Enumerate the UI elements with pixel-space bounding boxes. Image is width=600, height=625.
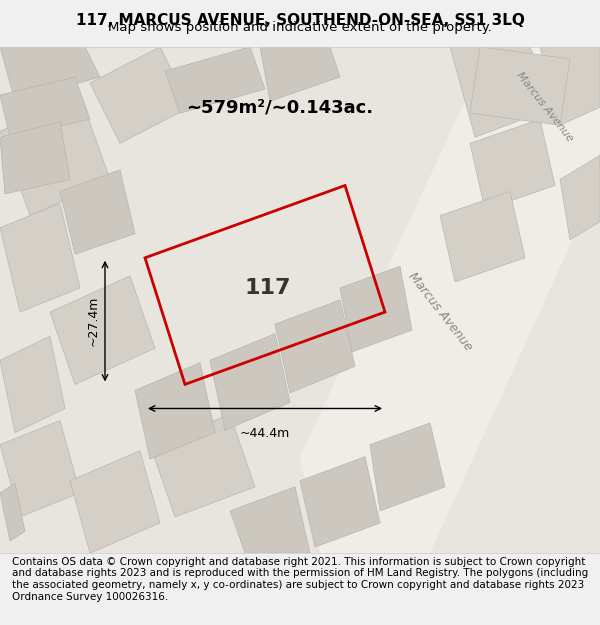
Polygon shape [440, 191, 525, 282]
Polygon shape [340, 266, 412, 352]
Polygon shape [0, 77, 90, 138]
Polygon shape [0, 122, 70, 194]
Text: Map shows position and indicative extent of the property.: Map shows position and indicative extent… [108, 21, 492, 34]
Polygon shape [0, 336, 65, 432]
Text: Contains OS data © Crown copyright and database right 2021. This information is : Contains OS data © Crown copyright and d… [12, 557, 588, 601]
Polygon shape [0, 204, 80, 312]
Polygon shape [540, 47, 600, 125]
Polygon shape [370, 423, 445, 511]
Polygon shape [0, 95, 110, 216]
Polygon shape [70, 451, 160, 553]
Polygon shape [150, 414, 255, 517]
Text: ~44.4m: ~44.4m [240, 426, 290, 439]
Polygon shape [165, 47, 265, 113]
Polygon shape [210, 334, 290, 430]
Text: Marcus Avenue: Marcus Avenue [406, 270, 475, 354]
Polygon shape [450, 47, 555, 138]
Polygon shape [230, 487, 310, 553]
Polygon shape [275, 300, 355, 392]
Polygon shape [0, 47, 100, 101]
Polygon shape [260, 47, 340, 101]
Polygon shape [60, 170, 135, 254]
Polygon shape [50, 276, 155, 384]
Polygon shape [470, 119, 555, 209]
Polygon shape [0, 421, 80, 517]
Text: 117: 117 [245, 278, 291, 298]
Text: Marcus Avenue: Marcus Avenue [515, 71, 575, 144]
Polygon shape [135, 362, 215, 459]
Polygon shape [90, 47, 190, 143]
Polygon shape [0, 483, 25, 541]
Polygon shape [560, 156, 600, 240]
Polygon shape [300, 47, 600, 553]
Text: ~27.4m: ~27.4m [87, 296, 100, 346]
Polygon shape [470, 47, 570, 125]
Text: 117, MARCUS AVENUE, SOUTHEND-ON-SEA, SS1 3LQ: 117, MARCUS AVENUE, SOUTHEND-ON-SEA, SS1… [76, 13, 524, 28]
Polygon shape [300, 457, 380, 547]
Text: ~579m²/~0.143ac.: ~579m²/~0.143ac. [187, 98, 374, 116]
